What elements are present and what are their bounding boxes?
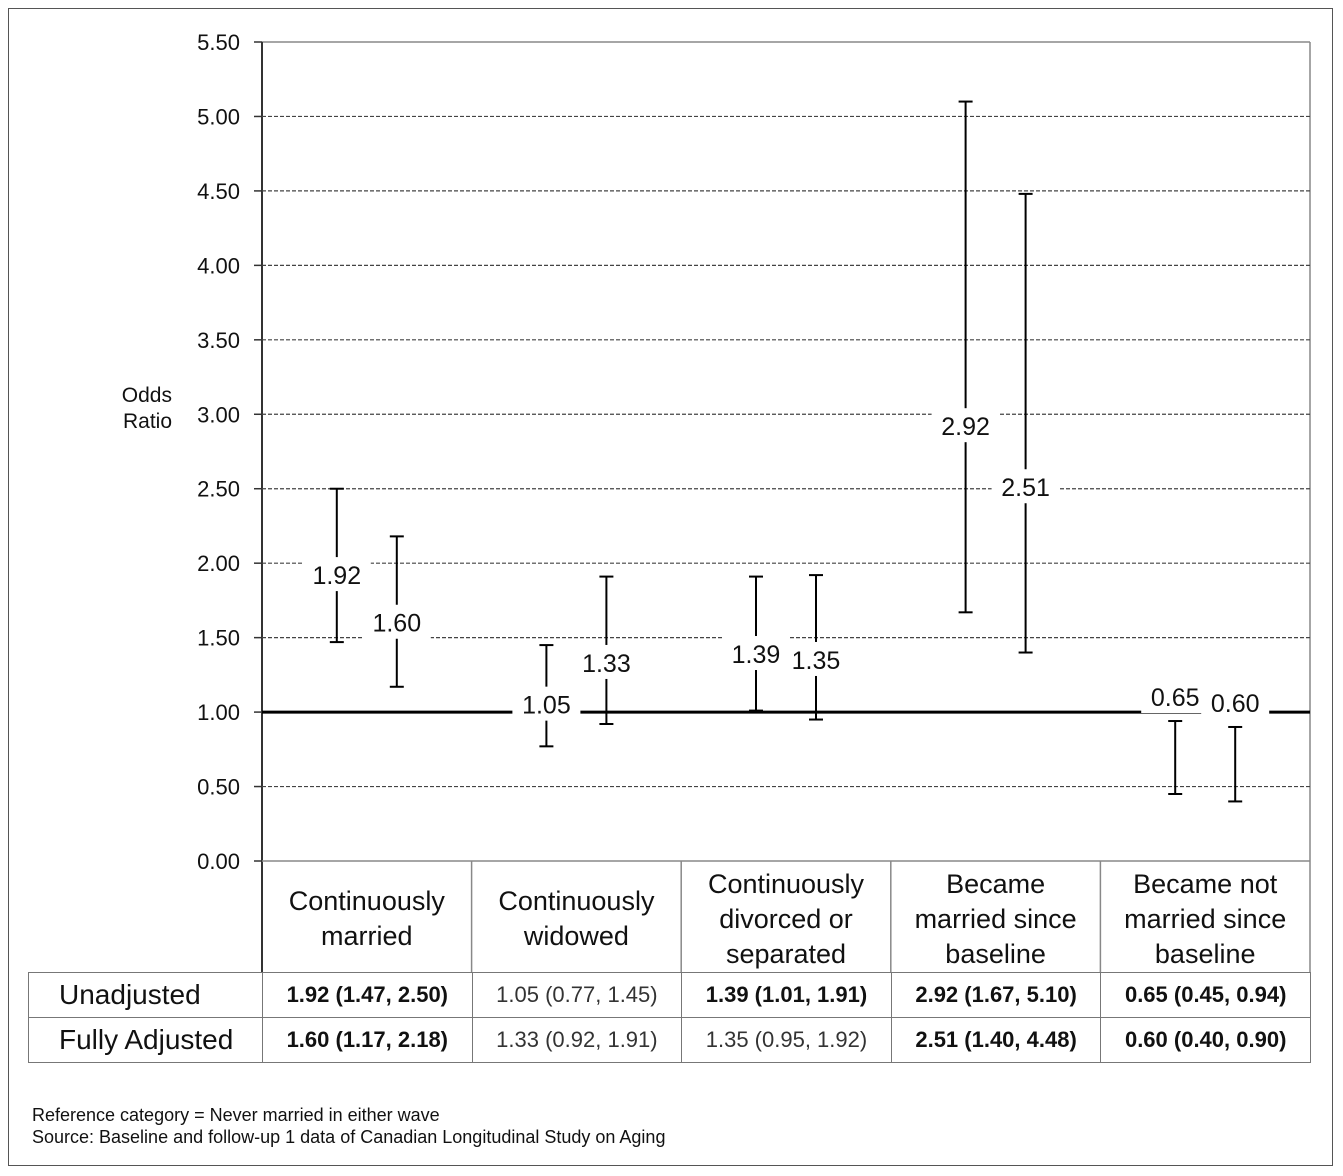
table-cell: 0.60 (0.40, 0.90) (1100, 1017, 1311, 1063)
category-label: married (321, 921, 413, 951)
y-tick-label: 4.00 (197, 253, 240, 278)
y-axis-label: Odds (122, 384, 172, 407)
y-tick-label: 5.50 (197, 30, 240, 55)
y-tick-label: 3.00 (197, 402, 240, 427)
estimate-label: 1.92 (312, 562, 361, 590)
estimate-label-bg (302, 557, 371, 592)
category-label: baseline (945, 939, 1046, 969)
results-table: Unadjusted 1.92 (1.47, 2.50) 1.05 (0.77, 1… (28, 972, 1311, 1063)
category-label: Continuously (289, 886, 446, 916)
estimate-label-bg (722, 636, 790, 671)
estimate-label: 0.65 (1151, 684, 1200, 712)
table-row: Unadjusted 1.92 (1.47, 2.50) 1.05 (0.77, 1… (28, 972, 1311, 1018)
category-label: widowed (523, 921, 629, 951)
estimate-label-bg (1201, 684, 1270, 719)
estimate-label-bg (512, 686, 581, 721)
category-label: Continuously (708, 869, 865, 899)
y-tick-label: 1.50 (197, 626, 240, 651)
estimate-label: 2.92 (941, 413, 990, 441)
estimate-label: 0.60 (1211, 690, 1260, 718)
table-cell: 1.92 (1.47, 2.50) (262, 972, 473, 1018)
y-tick-label: 1.00 (197, 700, 240, 725)
estimate-label: 1.33 (582, 650, 631, 678)
category-label: married since (915, 904, 1077, 934)
estimate-label-bg (991, 469, 1060, 504)
y-tick-label: 2.50 (197, 477, 240, 502)
estimate-label: 1.05 (522, 692, 571, 720)
table-cell: 1.33 (0.92, 1.91) (471, 1017, 683, 1063)
row-label: Unadjusted (28, 972, 263, 1018)
estimate-label-bg (362, 604, 431, 639)
category-label: separated (726, 939, 846, 969)
y-tick-label: 4.50 (197, 179, 240, 204)
estimate-label-bg (782, 641, 850, 676)
estimate-label-bg (931, 408, 1000, 443)
estimate-label: 1.60 (372, 610, 421, 638)
reference-note: Reference category = Never married in ei… (32, 1105, 440, 1125)
table-cell: 1.39 (1.01, 1.91) (681, 972, 892, 1018)
row-label: Fully Adjusted (28, 1017, 263, 1063)
figure-frame (8, 8, 1333, 1166)
estimate-label: 1.35 (792, 647, 841, 675)
source-note: Source: Baseline and follow-up 1 data of… (32, 1127, 666, 1147)
y-tick-label: 2.00 (197, 551, 240, 576)
odds-ratio-chart: 0.00 0.50 1.00 1.50 2.00 2.50 3.00 3.50 4.00 4.50… (122, 30, 1311, 972)
table-cell: 0.65 (0.45, 0.94) (1100, 972, 1311, 1018)
category-label: married since (1124, 904, 1286, 934)
table-cell: 1.60 (1.17, 2.18) (262, 1017, 473, 1063)
category-label: divorced or (719, 904, 853, 934)
table-cell: 1.05 (0.77, 1.45) (471, 972, 683, 1018)
figure-notes: Reference category = Never married in ei… (32, 1104, 665, 1148)
estimate-label: 2.51 (1001, 474, 1050, 502)
table-cell: 2.51 (1.40, 4.48) (890, 1017, 1102, 1063)
table-cell: 1.35 (0.95, 1.92) (681, 1017, 892, 1063)
estimate-label-bg (1141, 679, 1210, 714)
estimate-label: 1.39 (732, 641, 781, 669)
y-tick-label: 0.50 (197, 775, 240, 800)
category-label: Continuously (498, 886, 655, 916)
y-tick-label: 0.00 (197, 849, 240, 874)
y-tick-label: 3.50 (197, 328, 240, 353)
category-label: baseline (1155, 939, 1256, 969)
table-cell: 2.92 (1.67, 5.10) (890, 972, 1102, 1018)
category-label: Became (946, 869, 1045, 899)
y-axis-label: Ratio (123, 410, 172, 433)
category-label: Became not (1133, 869, 1278, 899)
y-tick-label: 5.00 (197, 104, 240, 129)
table-row: Fully Adjusted 1.60 (1.17, 2.18) 1.33 (0.9… (28, 1017, 1311, 1063)
estimate-label-bg (572, 644, 641, 679)
